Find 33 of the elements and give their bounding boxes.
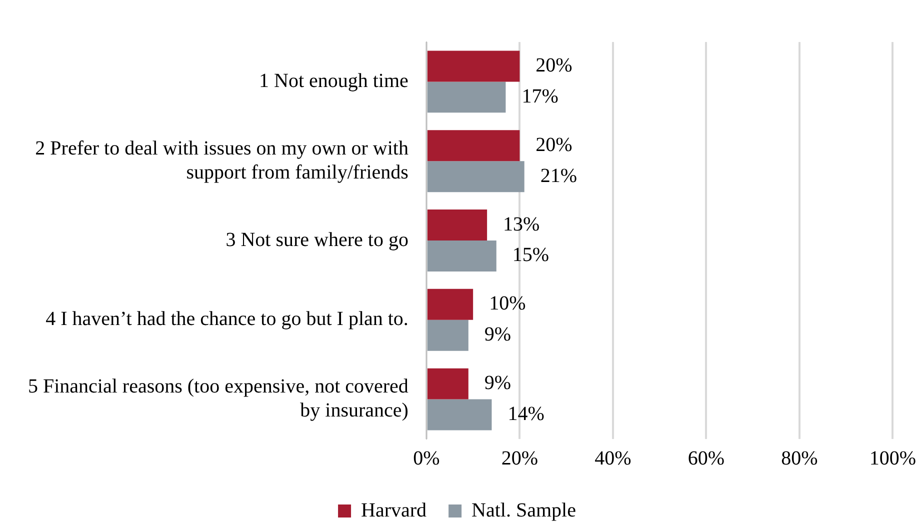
legend-label: Natl. Sample <box>472 499 576 522</box>
x-tick-label: 80% <box>781 447 818 470</box>
data-label: 9% <box>484 372 512 394</box>
data-label: 14% <box>508 403 544 426</box>
bar <box>427 82 506 113</box>
y-tick-label: 3 Not sure where to go <box>226 228 408 251</box>
bar <box>427 288 474 320</box>
x-tick-label: 60% <box>688 447 725 470</box>
data-label: 15% <box>512 244 550 266</box>
bar <box>427 161 524 192</box>
data-label: 17% <box>522 85 558 108</box>
data-label: 20% <box>536 54 572 76</box>
bar <box>427 368 468 400</box>
data-label: 9% <box>484 324 512 346</box>
y-tick-label: 4 I haven’t had the chance to go but I plan to. <box>46 308 408 330</box>
x-tick-label: 40% <box>594 447 632 470</box>
y-tick-label: 5 Financial reasons (too expensive, not covered by insurance) <box>28 376 408 422</box>
bar <box>427 399 492 430</box>
x-tick-label: 20% <box>501 447 538 470</box>
bar <box>427 240 496 272</box>
x-tick-label: 100% <box>869 447 916 470</box>
data-label: 13% <box>503 213 540 236</box>
data-label: 20% <box>536 134 572 156</box>
data-label: 21% <box>540 164 578 187</box>
y-tick-label: 2 Prefer to deal with issues on my own or with support from family/friends <box>35 137 409 184</box>
x-tick-label: 0% <box>413 447 440 470</box>
bar <box>427 50 520 82</box>
data-label: 10% <box>489 292 526 315</box>
bar <box>427 130 520 162</box>
bar <box>427 210 488 240</box>
legend-label: Harvard <box>361 499 427 522</box>
bar <box>427 320 468 351</box>
y-tick-label: 1 Not enough time <box>259 70 409 92</box>
